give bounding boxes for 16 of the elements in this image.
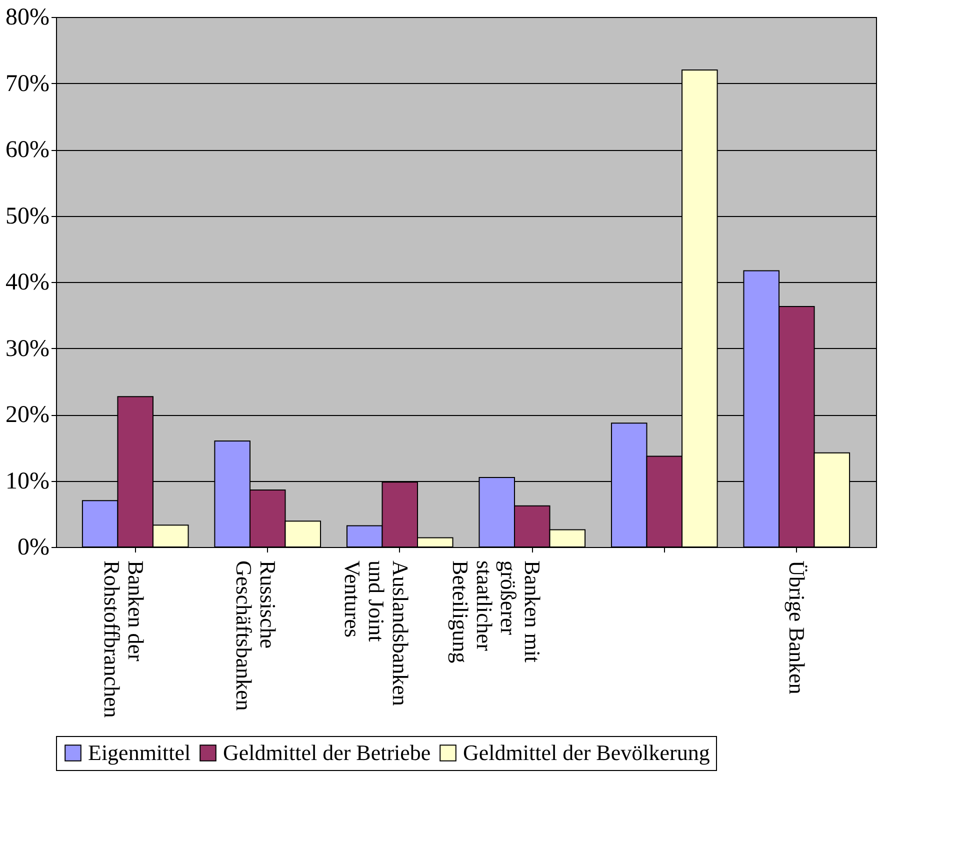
y-tick-label: 40% — [6, 270, 50, 296]
x-tick-label: Banken der Rohstoffbranchen — [99, 560, 148, 718]
y-tick-label: 10% — [6, 468, 50, 494]
y-tick-label: 30% — [6, 336, 50, 362]
y-tick-label: 70% — [6, 70, 50, 97]
legend-label: Geldmittel der Betriebe — [223, 740, 431, 765]
y-tick-label: 60% — [6, 137, 50, 163]
y-tick-label: 20% — [6, 402, 50, 428]
y-tick-label: 80% — [6, 4, 50, 30]
legend-label: Geldmittel der Bevölkerung — [463, 740, 710, 765]
x-tick-label: Übrige Banken — [784, 560, 810, 694]
legend-label: Eigenmittel — [88, 740, 191, 765]
y-tick-label: 50% — [6, 203, 50, 230]
x-tick-label: Auslandsbanken und Joint Ventures — [340, 560, 413, 706]
x-tick-label: Russische Geschäftsbanken — [232, 560, 281, 711]
y-tick-label: 0% — [18, 534, 50, 560]
